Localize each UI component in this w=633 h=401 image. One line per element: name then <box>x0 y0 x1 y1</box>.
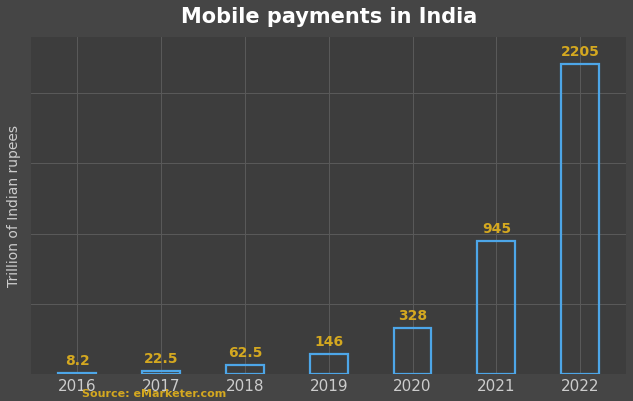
Text: 2205: 2205 <box>561 45 599 59</box>
Title: Mobile payments in India: Mobile payments in India <box>180 7 477 27</box>
Text: Source: eMarketer.com: Source: eMarketer.com <box>82 389 227 399</box>
Y-axis label: Trillion of Indian rupees: Trillion of Indian rupees <box>7 125 21 286</box>
Text: 62.5: 62.5 <box>228 346 262 360</box>
Bar <box>58 373 96 374</box>
Bar <box>561 64 599 374</box>
Bar <box>477 241 515 374</box>
Text: 22.5: 22.5 <box>144 352 179 366</box>
Text: 945: 945 <box>482 222 511 236</box>
Text: 8.2: 8.2 <box>65 354 90 368</box>
Text: 328: 328 <box>398 309 427 323</box>
Bar <box>226 365 264 374</box>
Bar <box>142 371 180 374</box>
Bar <box>394 328 431 374</box>
Text: 146: 146 <box>314 334 343 348</box>
Bar <box>310 354 348 374</box>
